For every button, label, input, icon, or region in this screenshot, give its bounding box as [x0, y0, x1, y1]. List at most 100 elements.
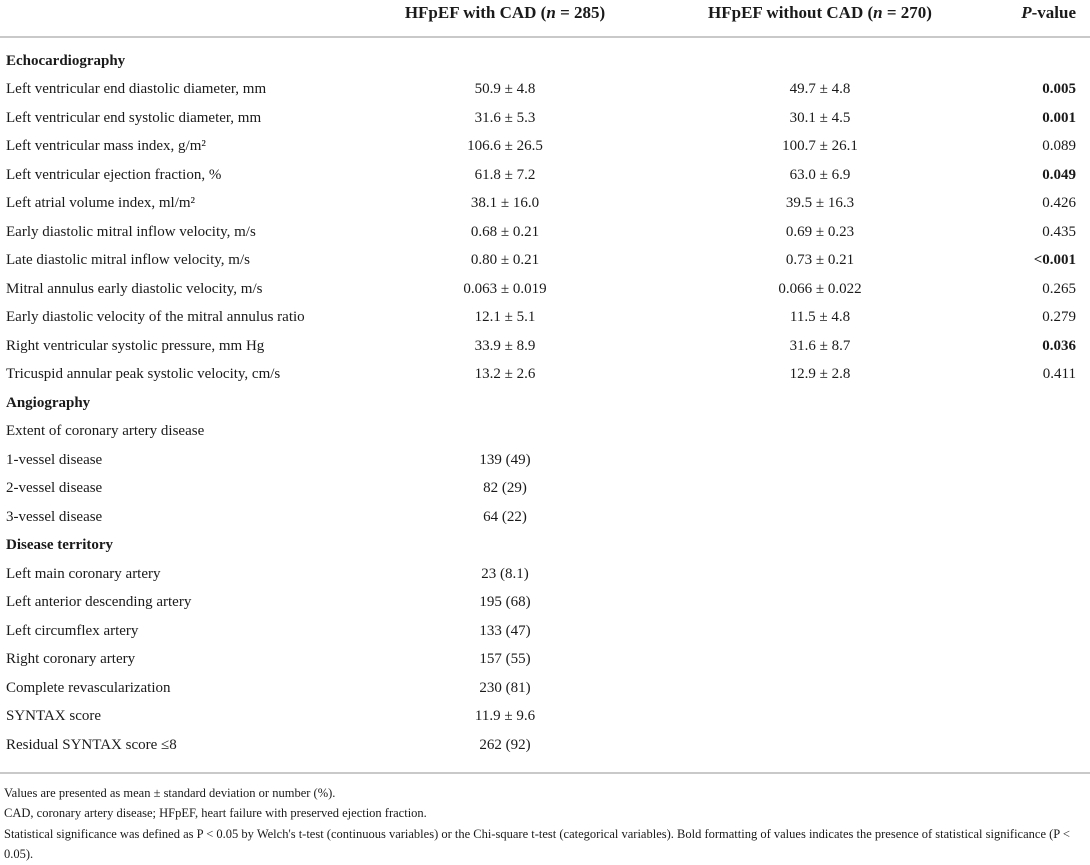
table-row: Complete revascularization 230 (81) — [0, 674, 1090, 703]
row-label: Disease territory — [6, 537, 114, 554]
value-with-cad: 12.1 ± 5.1 — [474, 309, 536, 326]
header-hfpef-with-cad: HFpEF with CAD (n = 285) — [360, 3, 650, 23]
value-with-cad: 0.063 ± 0.019 — [463, 280, 547, 297]
value-with-cad: 13.2 ± 2.6 — [474, 366, 536, 383]
value-with-cad: 31.6 ± 5.3 — [474, 109, 536, 126]
row-label: Right coronary artery — [6, 651, 136, 668]
row-label: Left anterior descending artery — [6, 594, 192, 611]
row-label: Mitral annulus early diastolic velocity,… — [6, 280, 263, 297]
footnote-statistics: Statistical significance was defined as … — [4, 826, 1070, 862]
row-label: Early diastolic velocity of the mitral a… — [6, 309, 305, 326]
value-with-cad: 106.6 ± 26.5 — [467, 138, 543, 155]
table-row: 1-vessel disease 139 (49) — [0, 446, 1090, 475]
table-row: Extent of coronary artery disease — [0, 418, 1090, 447]
p-value: <0.001 — [1033, 252, 1076, 269]
table-row: Left ventricular end diastolic diameter,… — [0, 76, 1090, 105]
value-with-cad: 38.1 ± 16.0 — [470, 195, 540, 212]
header-without-cad-n: n — [873, 3, 883, 22]
value-without-cad: 49.7 ± 4.8 — [789, 81, 851, 98]
footnote-abbreviations: CAD, coronary artery disease; HFpEF, hea… — [4, 806, 427, 820]
value-without-cad: 0.69 ± 0.23 — [785, 223, 855, 240]
table-row: Tricuspid annular peak systolic velocity… — [0, 361, 1090, 390]
table-row: Left ventricular mass index, g/m² 106.6 … — [0, 133, 1090, 162]
value-without-cad: 100.7 ± 26.1 — [782, 138, 858, 155]
row-label: Left atrial volume index, ml/m² — [6, 195, 196, 212]
value-without-cad: 30.1 ± 4.5 — [789, 109, 851, 126]
header-p-value: P-value — [990, 3, 1090, 23]
header-p-italic: P — [1021, 3, 1032, 22]
table-row: Left ventricular ejection fraction, % 61… — [0, 161, 1090, 190]
table-row: Left atrial volume index, ml/m² 38.1 ± 1… — [0, 190, 1090, 219]
table-row: Left main coronary artery 23 (8.1) — [0, 560, 1090, 589]
value-with-cad: 61.8 ± 7.2 — [474, 166, 536, 183]
row-label: Left ventricular mass index, g/m² — [6, 138, 206, 155]
p-value: 0.426 — [1042, 195, 1076, 212]
table-row: Right ventricular systolic pressure, mm … — [0, 332, 1090, 361]
table-row: Left circumflex artery 133 (47) — [0, 617, 1090, 646]
table-row: Early diastolic velocity of the mitral a… — [0, 304, 1090, 333]
row-label: 3-vessel disease — [6, 508, 103, 525]
value-without-cad: 31.6 ± 8.7 — [789, 337, 851, 354]
value-without-cad: 0.73 ± 0.21 — [785, 252, 855, 269]
value-with-cad: 23 (8.1) — [481, 565, 529, 582]
p-value: 0.279 — [1042, 309, 1076, 326]
row-label: Angiography — [6, 394, 91, 411]
value-with-cad: 33.9 ± 8.9 — [474, 337, 536, 354]
p-value: 0.005 — [1042, 81, 1076, 98]
row-label: Left circumflex artery — [6, 622, 139, 639]
value-with-cad: 195 (68) — [479, 594, 531, 611]
row-label: Early diastolic mitral inflow velocity, … — [6, 223, 256, 240]
row-label: Left ventricular end diastolic diameter,… — [6, 81, 267, 98]
table-row: Left anterior descending artery 195 (68) — [0, 589, 1090, 618]
value-with-cad: 230 (81) — [479, 679, 531, 696]
table-body: Echocardiography Left ventricular end di… — [0, 38, 1090, 774]
row-label: Late diastolic mitral inflow velocity, m… — [6, 252, 250, 269]
header-with-cad-text: HFpEF with CAD ( — [404, 3, 547, 22]
table-row: Left ventricular end systolic diameter, … — [0, 104, 1090, 133]
row-label: Complete revascularization — [6, 679, 171, 696]
table-row: Angiography — [0, 389, 1090, 418]
table-row: Right coronary artery 157 (55) — [0, 646, 1090, 675]
value-with-cad: 64 (22) — [483, 508, 527, 525]
table-row: 2-vessel disease 82 (29) — [0, 475, 1090, 504]
table-row: SYNTAX score 11.9 ± 9.6 — [0, 703, 1090, 732]
value-with-cad: 82 (29) — [483, 480, 527, 497]
row-label: 2-vessel disease — [6, 480, 103, 497]
table-row: Residual SYNTAX score ≤8 262 (92) — [0, 731, 1090, 760]
row-label: Right ventricular systolic pressure, mm … — [6, 337, 265, 354]
value-with-cad: 0.80 ± 0.21 — [470, 252, 540, 269]
table-row: Early diastolic mitral inflow velocity, … — [0, 218, 1090, 247]
value-without-cad: 11.5 ± 4.8 — [789, 309, 851, 326]
p-value: 0.001 — [1042, 109, 1076, 126]
table-row: 3-vessel disease 64 (22) — [0, 503, 1090, 532]
table-row: Late diastolic mitral inflow velocity, m… — [0, 247, 1090, 276]
row-label: Left ventricular ejection fraction, % — [6, 166, 222, 183]
row-label: Residual SYNTAX score ≤8 — [6, 736, 177, 753]
row-label: 1-vessel disease — [6, 451, 103, 468]
header-with-cad-n: n — [546, 3, 556, 22]
p-value: 0.049 — [1042, 166, 1076, 183]
table-footnotes: Values are presented as mean ± standard … — [0, 774, 1090, 865]
p-value: 0.089 — [1042, 138, 1076, 155]
value-without-cad: 0.066 ± 0.022 — [778, 280, 862, 297]
table-row: Disease territory — [0, 532, 1090, 561]
header-without-cad-count: = 270) — [882, 3, 932, 22]
value-with-cad: 0.68 ± 0.21 — [470, 223, 540, 240]
value-with-cad: 139 (49) — [479, 451, 531, 468]
header-without-cad-text: HFpEF without CAD ( — [708, 3, 874, 22]
table-row: Echocardiography — [0, 47, 1090, 76]
row-label: Extent of coronary artery disease — [6, 423, 205, 440]
value-with-cad: 11.9 ± 9.6 — [474, 708, 536, 725]
footnote-values-note: Values are presented as mean ± standard … — [4, 785, 336, 800]
header-hfpef-without-cad: HFpEF without CAD (n = 270) — [650, 3, 990, 23]
table-header-row: HFpEF with CAD (n = 285) HFpEF without C… — [0, 0, 1090, 38]
p-value: 0.265 — [1042, 280, 1076, 297]
row-label: Echocardiography — [6, 52, 126, 69]
p-value: 0.435 — [1042, 223, 1076, 240]
header-with-cad-count: = 285) — [555, 3, 606, 22]
value-without-cad: 63.0 ± 6.9 — [789, 166, 851, 183]
row-label: Tricuspid annular peak systolic velocity… — [6, 366, 281, 383]
value-with-cad: 157 (55) — [479, 651, 531, 668]
value-with-cad: 133 (47) — [479, 622, 531, 639]
